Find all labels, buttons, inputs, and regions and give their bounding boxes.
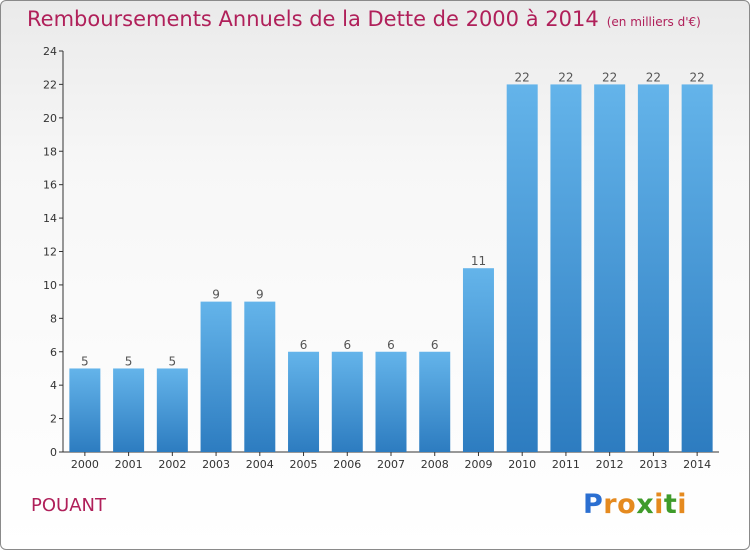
bar-2009	[462, 268, 494, 452]
y-tick-label: 22	[43, 78, 57, 91]
data-label-2003: 9	[212, 288, 220, 302]
x-tick-label: 2000	[71, 458, 99, 471]
y-tick-label: 14	[43, 212, 57, 225]
y-tick-label: 18	[43, 145, 57, 158]
y-tick-label: 6	[50, 346, 57, 359]
y-tick-label: 0	[50, 446, 57, 459]
bar-2013	[637, 84, 669, 453]
bar-2008	[419, 351, 451, 452]
x-tick-label: 2012	[596, 458, 624, 471]
x-tick-label: 2005	[290, 458, 318, 471]
x-tick-label: 2001	[115, 458, 143, 471]
data-label-2010: 22	[515, 70, 530, 84]
x-tick-label: 2008	[421, 458, 449, 471]
data-label-2014: 22	[689, 70, 704, 84]
y-tick-label: 12	[43, 246, 57, 259]
bar-2003	[200, 301, 232, 452]
y-tick-label: 4	[50, 379, 57, 392]
x-tick-label: 2007	[377, 458, 405, 471]
value-labels: 5 5 5 9 9 6 6 6 6 11 22 22 22 22 22	[81, 70, 705, 368]
y-tick-label: 10	[43, 279, 57, 292]
bar-2005	[288, 351, 320, 452]
bar-2002	[156, 368, 188, 452]
data-label-2006: 6	[343, 338, 351, 352]
data-label-2009: 11	[471, 254, 486, 268]
data-label-2007: 6	[387, 338, 395, 352]
y-tick-label: 20	[43, 112, 57, 125]
bar-2007	[375, 351, 407, 452]
data-label-2002: 5	[169, 354, 177, 368]
x-tick-label: 2014	[683, 458, 711, 471]
data-label-2013: 22	[646, 70, 661, 84]
x-tick-label: 2011	[552, 458, 580, 471]
bar-2004	[244, 301, 276, 452]
x-tick-label: 2004	[246, 458, 274, 471]
chart-title: Remboursements Annuels de la Dette de 20…	[27, 7, 701, 31]
data-label-2011: 22	[558, 70, 573, 84]
data-label-2000: 5	[81, 354, 89, 368]
x-tick-label: 2006	[333, 458, 361, 471]
y-tick-label: 16	[43, 179, 57, 192]
x-tick-label: 2003	[202, 458, 230, 471]
data-label-2001: 5	[125, 354, 133, 368]
x-tick-label: 2002	[158, 458, 186, 471]
commune-name: POUANT	[31, 495, 106, 516]
x-tick-label: 2013	[639, 458, 667, 471]
data-label-2008: 6	[431, 338, 439, 352]
bar-2000	[69, 368, 101, 452]
x-tick-label: 2010	[508, 458, 536, 471]
bar-2011	[550, 84, 582, 453]
x-tick-label: 2009	[464, 458, 492, 471]
bars	[69, 84, 713, 453]
data-label-2005: 6	[300, 338, 308, 352]
bar-2001	[113, 368, 145, 452]
y-tick-label: 8	[50, 312, 57, 325]
bar-2014	[681, 84, 713, 453]
bar-2010	[506, 84, 538, 453]
proxiti-logo: Proxiti	[583, 489, 688, 520]
y-tick-label: 2	[50, 413, 57, 426]
data-label-2012: 22	[602, 70, 617, 84]
chart-subtitle: (en milliers d'€)	[606, 15, 701, 29]
bar-2012	[594, 84, 626, 453]
data-label-2004: 9	[256, 288, 264, 302]
y-tick-label: 24	[43, 45, 57, 58]
bar-2006	[331, 351, 363, 452]
